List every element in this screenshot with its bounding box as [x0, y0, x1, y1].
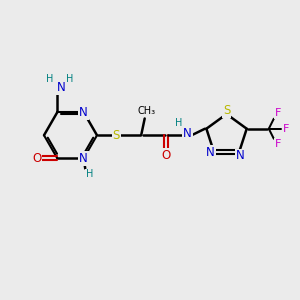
Text: F: F: [283, 124, 289, 134]
Text: CH₃: CH₃: [137, 106, 155, 116]
Text: N: N: [56, 81, 65, 94]
Text: H: H: [176, 118, 183, 128]
Text: O: O: [32, 152, 41, 165]
Text: O: O: [162, 149, 171, 162]
Text: N: N: [183, 127, 192, 140]
Text: N: N: [206, 146, 215, 159]
Text: N: N: [80, 106, 88, 119]
Text: F: F: [274, 139, 281, 149]
Text: S: S: [112, 129, 120, 142]
Text: N: N: [236, 149, 245, 163]
Text: F: F: [274, 108, 281, 118]
Text: N: N: [80, 152, 88, 165]
Text: H: H: [86, 169, 93, 179]
Text: H: H: [66, 74, 73, 84]
Text: H: H: [46, 74, 54, 84]
Text: S: S: [223, 104, 230, 117]
